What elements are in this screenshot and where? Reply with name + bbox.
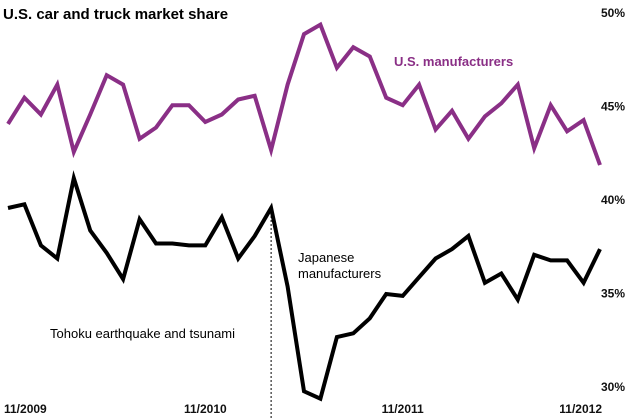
series-line-us-manufacturers [6, 21, 602, 166]
series-label-japanese-manufacturers: Japanese manufacturers [298, 250, 382, 281]
x-axis-ticks: 11/2009 11/2010 11/2011 11/2012 [4, 402, 602, 416]
y-tick-label: 45% [601, 100, 625, 114]
x-tick-label: 11/2011 [382, 402, 424, 416]
chart-title: U.S. car and truck market share [3, 6, 228, 23]
x-tick-label: 11/2012 [559, 402, 602, 416]
series-line-japanese-manufacturers [7, 170, 602, 402]
series-label-japanese-line2: manufacturers [298, 266, 382, 281]
series-layer [6, 21, 602, 402]
series-label-us-manufacturers: U.S. manufacturers [394, 54, 513, 69]
y-tick-label: 50% [601, 6, 625, 20]
annotation-earthquake: Tohoku earthquake and tsunami [50, 326, 235, 341]
y-tick-label: 40% [601, 193, 625, 207]
y-tick-label: 35% [601, 287, 625, 301]
x-tick-label: 11/2009 [4, 402, 47, 416]
y-tick-label: 30% [601, 380, 625, 394]
series-label-japanese-line1: Japanese [298, 250, 354, 265]
x-tick-label: 11/2010 [184, 402, 227, 416]
y-axis-ticks: 50% 45% 40% 35% 30% [601, 6, 625, 394]
